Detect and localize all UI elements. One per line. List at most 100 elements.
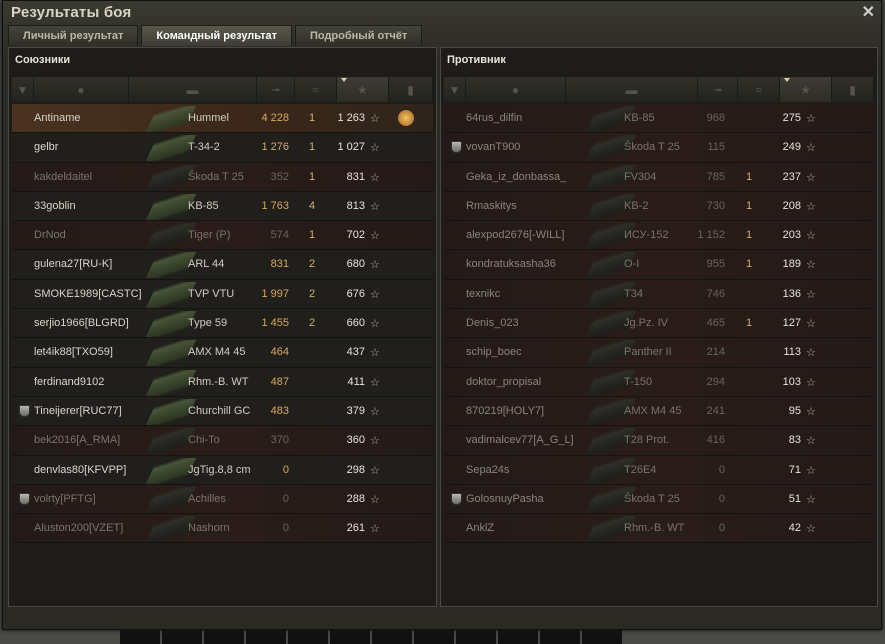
player-row[interactable]: Rmaskitys KB-2 730 1 208 ☆ bbox=[444, 191, 874, 222]
player-row[interactable]: Denis_023 Jg.Pz. IV 465 1 127 ☆ bbox=[444, 309, 874, 339]
damage-value: 465 bbox=[706, 317, 725, 330]
player-row[interactable]: Sepa24s T26E4 0 71 ☆ bbox=[444, 455, 874, 485]
player-row[interactable]: 870219[HOLY7] AMX M4 45 241 95 ☆ bbox=[444, 396, 874, 427]
player-row[interactable]: ferdinand9102 Rhm.-B. WT 487 411 ☆ bbox=[12, 367, 433, 397]
kills-value: 1 bbox=[309, 229, 316, 242]
player-row[interactable]: Tineijerer[RUC77] Churchill GC 483 379 ☆ bbox=[12, 396, 433, 427]
tank-name: Churchill GC bbox=[188, 404, 251, 417]
player-row[interactable]: kakdeldaitel Škoda T 25 352 1 831 ☆ bbox=[12, 162, 433, 192]
kills-column-header[interactable]: ≈ bbox=[295, 77, 337, 102]
player-row[interactable]: doktor_propisal T-150 294 103 ☆ bbox=[444, 367, 874, 397]
tank-column-header[interactable]: ▬ bbox=[566, 77, 698, 102]
xp-value: 71 bbox=[788, 463, 801, 476]
star-icon: ☆ bbox=[370, 259, 380, 272]
star-icon: ☆ bbox=[370, 523, 380, 536]
player-row[interactable]: gelbr T-34-2 1 276 1 1 027 ☆ bbox=[12, 133, 433, 163]
damage-value: 115 bbox=[707, 141, 725, 154]
player-row[interactable]: DrNod Tiger (P) 574 1 702 ☆ bbox=[12, 221, 433, 251]
player-row[interactable]: let4ik88[TXO59] AMX M4 45 464 437 ☆ bbox=[12, 338, 433, 368]
medals-column-header[interactable]: ▮ bbox=[832, 77, 874, 102]
player-row[interactable]: alexpod2676[-WILL] ИСУ-152 1 152 1 203 ☆ bbox=[444, 221, 874, 251]
player-row[interactable]: texnikc T34 746 136 ☆ bbox=[444, 279, 874, 310]
player-name: Tineijerer[RUC77] bbox=[34, 404, 122, 417]
xp-column-header[interactable]: ★ bbox=[337, 77, 389, 102]
tab-personal[interactable]: Личный результат bbox=[8, 25, 139, 46]
xp-value: 237 bbox=[782, 170, 801, 183]
player-row[interactable]: schip_boec Panther II 214 113 ☆ bbox=[444, 338, 874, 368]
tab-team[interactable]: Командный результат bbox=[141, 25, 292, 46]
player-row[interactable]: Geka_iz_donbassa_ FV304 785 1 237 ☆ bbox=[444, 162, 874, 192]
column-headers: ▼ ● ▬ ╼ ≈ ★ ▮ bbox=[444, 77, 874, 102]
star-icon: ☆ bbox=[370, 200, 380, 213]
medals-column-header[interactable]: ▮ bbox=[389, 77, 433, 102]
player-row[interactable]: Aluston200[VZET] Nashorn 0 261 ☆ bbox=[12, 514, 433, 544]
damage-value: 370 bbox=[270, 434, 289, 447]
tank-column-header[interactable]: ▬ bbox=[129, 77, 257, 102]
damage-value: 955 bbox=[706, 258, 725, 271]
player-name: DrNod bbox=[34, 229, 66, 242]
player-column-header[interactable]: ● bbox=[34, 77, 129, 102]
player-name: 33goblin bbox=[34, 199, 76, 212]
star-icon: ☆ bbox=[370, 288, 380, 301]
player-row[interactable]: gulena27[RU-K] ARL 44 831 2 680 ☆ bbox=[12, 250, 433, 280]
player-row[interactable]: SMOKE1989[CASTC] TVP VTU 1 997 2 676 ☆ bbox=[12, 279, 433, 310]
player-name: gulena27[RU-K] bbox=[34, 258, 113, 271]
clan-column-header[interactable]: ▼ bbox=[12, 77, 34, 102]
xp-value: 437 bbox=[346, 346, 365, 359]
player-row[interactable]: vovanT900 Škoda T 25 115 249 ☆ bbox=[444, 133, 874, 163]
player-row[interactable]: volrty[PFTG] Achilles 0 288 ☆ bbox=[12, 484, 433, 515]
xp-icon: ★ bbox=[357, 82, 368, 97]
player-name: SMOKE1989[CASTC] bbox=[34, 287, 142, 300]
player-row[interactable]: serjio1966[BLGRD] Type 59 1 455 2 660 ☆ bbox=[12, 309, 433, 339]
close-icon[interactable]: ✕ bbox=[861, 4, 875, 21]
star-icon: ☆ bbox=[370, 405, 380, 418]
player-row[interactable]: kondratuksasha36 O-I 955 1 189 ☆ bbox=[444, 250, 874, 280]
player-row[interactable]: AnklZ Rhm.-B. WT 0 42 ☆ bbox=[444, 514, 874, 544]
tab-detailed[interactable]: Подробный отчёт bbox=[294, 25, 423, 46]
damage-value: 785 bbox=[706, 170, 725, 183]
xp-value: 208 bbox=[782, 199, 801, 212]
tank-name: ИСУ-152 bbox=[624, 229, 669, 242]
star-icon: ☆ bbox=[370, 464, 380, 477]
player-name: serjio1966[BLGRD] bbox=[34, 317, 129, 330]
star-icon: ☆ bbox=[370, 347, 380, 360]
kills-value: 2 bbox=[309, 258, 316, 271]
damage-value: 241 bbox=[706, 404, 725, 417]
tank-name: FV304 bbox=[624, 170, 657, 183]
kills-column-header[interactable]: ≈ bbox=[738, 77, 780, 102]
player-row[interactable]: bek2016[A_RMA] Chi-To 370 360 ☆ bbox=[12, 426, 433, 456]
star-icon: ☆ bbox=[370, 171, 380, 184]
star-icon: ☆ bbox=[806, 200, 816, 213]
player-row[interactable]: Antiname Hummel 4 228 1 1 263 ☆ bbox=[12, 104, 433, 134]
xp-column-header[interactable]: ★ bbox=[780, 77, 832, 102]
player-name: texnikc bbox=[466, 287, 501, 300]
player-name: alexpod2676[-WILL] bbox=[466, 229, 565, 242]
damage-value: 1 455 bbox=[261, 317, 289, 330]
tank-name: Tiger (P) bbox=[188, 229, 231, 242]
kills-value: 1 bbox=[309, 141, 316, 154]
kills-icon: ≈ bbox=[312, 82, 319, 97]
kills-value: 1 bbox=[309, 170, 316, 183]
medal-icon bbox=[398, 110, 414, 126]
player-row[interactable]: 33goblin KB-85 1 763 4 813 ☆ bbox=[12, 191, 433, 222]
player-name: denvlas80[KFVPP] bbox=[34, 463, 127, 476]
damage-column-header[interactable]: ╼ bbox=[698, 77, 738, 102]
clan-column-header[interactable]: ▼ bbox=[444, 77, 466, 102]
player-row[interactable]: vadimalcev77[A_G_L] T28 Prot. 416 83 ☆ bbox=[444, 426, 874, 456]
window-title: Результаты боя bbox=[11, 4, 132, 21]
xp-value: 95 bbox=[788, 404, 801, 417]
star-icon: ☆ bbox=[806, 259, 816, 272]
tank-name: Achilles bbox=[188, 492, 226, 505]
player-row[interactable]: 64rus_dilfin KB-85 968 275 ☆ bbox=[444, 104, 874, 134]
player-name: schip_boec bbox=[466, 346, 522, 359]
tab-bar: Личный результат Командный результат Под… bbox=[8, 25, 423, 46]
background-hud-strip bbox=[120, 630, 622, 644]
damage-value: 746 bbox=[706, 287, 725, 300]
player-column-header[interactable]: ● bbox=[466, 77, 566, 102]
player-row[interactable]: GolosnuyPasha Škoda T 25 0 51 ☆ bbox=[444, 484, 874, 515]
player-row[interactable]: denvlas80[KFVPP] JgTig.8,8 cm 0 298 ☆ bbox=[12, 455, 433, 485]
star-icon: ☆ bbox=[370, 113, 380, 125]
damage-icon: ╼ bbox=[271, 82, 280, 97]
damage-column-header[interactable]: ╼ bbox=[257, 77, 295, 102]
xp-value: 1 027 bbox=[337, 141, 365, 154]
